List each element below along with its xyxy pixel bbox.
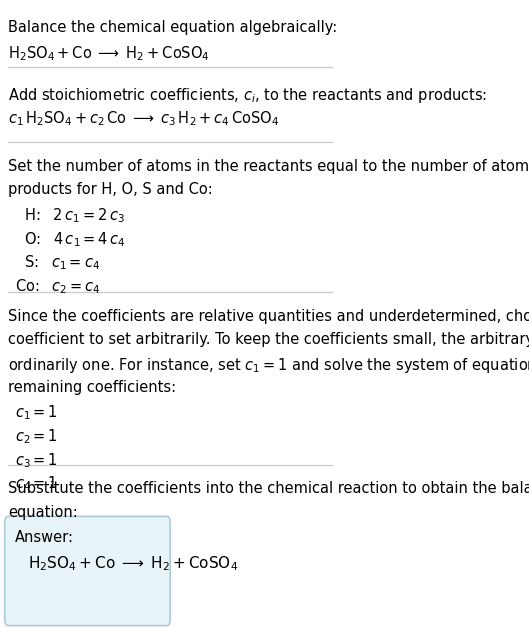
Text: $c_1\,\mathrm{H_2SO_4} + c_2\,\mathrm{Co} \;\longrightarrow\; c_3\,\mathrm{H_2} : $c_1\,\mathrm{H_2SO_4} + c_2\,\mathrm{Co… [8,109,279,128]
Text: $c_2 = 1$: $c_2 = 1$ [15,427,58,446]
Text: $\mathrm{H_2SO_4 + Co} \;\longrightarrow\; \mathrm{H_2 + CoSO_4}$: $\mathrm{H_2SO_4 + Co} \;\longrightarrow… [8,44,210,63]
Text: coefficient to set arbitrarily. To keep the coefficients small, the arbitrary va: coefficient to set arbitrarily. To keep … [8,332,529,347]
Text: Set the number of atoms in the reactants equal to the number of atoms in the: Set the number of atoms in the reactants… [8,159,529,174]
Text: ordinarily one. For instance, set $c_1 = 1$ and solve the system of equations fo: ordinarily one. For instance, set $c_1 =… [8,356,529,375]
Text: Co: $\;\;c_2 = c_4$: Co: $\;\;c_2 = c_4$ [15,277,101,296]
Text: Add stoichiometric coefficients, $c_i$, to the reactants and products:: Add stoichiometric coefficients, $c_i$, … [8,86,487,105]
Text: H: $\;\;2\,c_1 = 2\,c_3$: H: $\;\;2\,c_1 = 2\,c_3$ [15,206,125,225]
FancyBboxPatch shape [5,517,170,626]
Text: $\mathrm{H_2SO_4 + Co} \;\longrightarrow\; \mathrm{H_2 + CoSO_4}$: $\mathrm{H_2SO_4 + Co} \;\longrightarrow… [29,554,239,572]
Text: O: $\;\;4\,c_1 = 4\,c_4$: O: $\;\;4\,c_1 = 4\,c_4$ [15,230,125,248]
Text: $c_3 = 1$: $c_3 = 1$ [15,451,58,470]
Text: Since the coefficients are relative quantities and underdetermined, choose a: Since the coefficients are relative quan… [8,308,529,324]
Text: products for H, O, S and Co:: products for H, O, S and Co: [8,182,213,198]
Text: Substitute the coefficients into the chemical reaction to obtain the balanced: Substitute the coefficients into the che… [8,481,529,496]
Text: Answer:: Answer: [15,530,74,545]
Text: equation:: equation: [8,505,78,520]
Text: $c_4 = 1$: $c_4 = 1$ [15,475,58,493]
Text: remaining coefficients:: remaining coefficients: [8,380,176,394]
Text: $c_1 = 1$: $c_1 = 1$ [15,403,58,422]
Text: Balance the chemical equation algebraically:: Balance the chemical equation algebraica… [8,20,338,35]
Text: S: $\;\;c_1 = c_4$: S: $\;\;c_1 = c_4$ [15,253,100,272]
